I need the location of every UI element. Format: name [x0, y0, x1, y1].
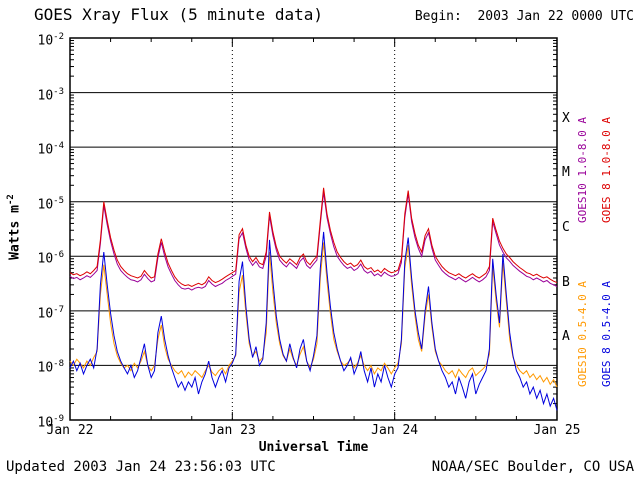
y-tick-label: 10-5: [37, 195, 65, 213]
begin-time-label: Begin: 2003 Jan 22 0000 UTC: [414, 9, 634, 24]
y-axis-title-exponent: -2: [6, 194, 16, 206]
credit-label: NOAA/SEC Boulder, CO USA: [431, 459, 634, 475]
flux-class-label-a: A: [562, 329, 570, 345]
series-goes8-long: [69, 187, 558, 288]
y-tick-label: 10-7: [37, 304, 65, 322]
y-axis-title-text: Watts m: [7, 205, 23, 260]
y-tick-label: 10-2: [37, 32, 65, 49]
y-tick-label: 10-9: [37, 414, 65, 431]
y-axis-title: Watts m-2: [6, 152, 22, 302]
flux-class-label-x: X: [562, 110, 570, 126]
legend-goes8-short: GOES 8 0.5-4.0 A: [600, 281, 613, 387]
flux-class-label-m: M: [562, 165, 570, 181]
legend-goes10-short: GOES10 0.5-4.0 A: [576, 281, 589, 387]
chart-title: GOES Xray Flux (5 minute data): [34, 5, 323, 24]
x-axis-title: Universal Time: [258, 440, 369, 455]
x-tick-label: Jan 25: [533, 423, 581, 438]
flux-class-label-b: B: [562, 274, 570, 290]
series-goes10-short: [69, 242, 558, 388]
series-goes8-short: [69, 231, 558, 411]
legend-goes8-long: GOES 8 1.0-8.0 A: [600, 117, 613, 223]
legend-goes10-long: GOES10 1.0-8.0 A: [576, 117, 589, 223]
y-tick-label: 10-4: [37, 141, 65, 158]
plot-frame: [69, 37, 558, 421]
x-tick-label: Jan 23: [208, 423, 256, 438]
series-goes10-long: [69, 192, 558, 291]
flux-class-label-c: C: [562, 220, 570, 235]
y-tick-label: 10-6: [37, 250, 65, 267]
updated-timestamp: Updated 2003 Jan 24 23:56:03 UTC: [6, 459, 276, 475]
y-tick-label: 10-3: [37, 86, 65, 103]
x-tick-label: Jan 22: [46, 423, 94, 438]
y-tick-label: 10-8: [37, 359, 65, 376]
x-tick-label: Jan 24: [371, 423, 419, 438]
